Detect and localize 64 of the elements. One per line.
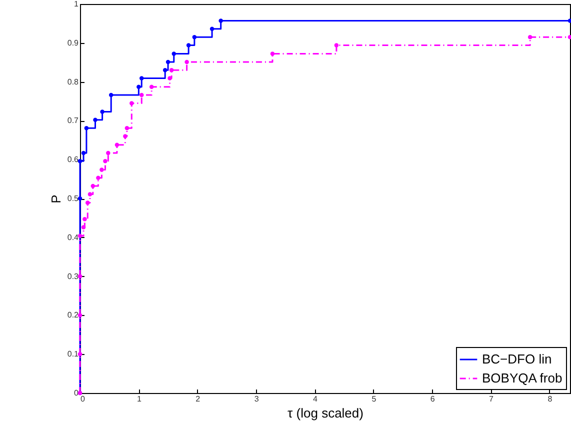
point — [168, 76, 172, 80]
point — [90, 184, 96, 188]
point — [103, 159, 108, 164]
point — [192, 34, 197, 40]
point — [218, 18, 223, 23]
point — [172, 52, 176, 56]
point — [88, 192, 92, 196]
point — [78, 274, 82, 278]
x-tick-label: 5 — [372, 394, 377, 404]
y-tick-label: 0.1 — [67, 350, 80, 359]
point — [106, 150, 110, 156]
point — [184, 60, 189, 64]
point — [86, 200, 90, 205]
point — [149, 84, 154, 89]
point — [568, 18, 571, 23]
legend-label: BC−DFO lin — [482, 352, 552, 366]
point — [78, 352, 82, 356]
x-tick-label: 1 — [136, 394, 142, 404]
y-tick-label: 0.7 — [67, 116, 80, 126]
point — [114, 142, 120, 147]
legend-label: BOBYQA frob — [482, 370, 562, 386]
x-tick-label: 8 — [548, 394, 553, 404]
point — [100, 168, 104, 172]
x-tick-label: 0 — [80, 394, 86, 404]
y-tick-label: 0.6 — [67, 155, 80, 164]
point — [139, 92, 144, 98]
point — [84, 126, 89, 130]
point — [100, 110, 104, 114]
y-tick-label: 0.4 — [67, 232, 80, 242]
point — [186, 43, 191, 48]
y-axis-title: P — [48, 194, 64, 204]
x-tick-label: 6 — [430, 394, 436, 404]
y-tick-label: 0.9 — [67, 38, 80, 48]
point — [270, 52, 275, 56]
point — [334, 43, 339, 48]
point — [166, 60, 170, 64]
y-tick-label: 0.8 — [67, 77, 80, 86]
point — [139, 76, 144, 80]
point — [108, 92, 114, 98]
point — [136, 84, 141, 89]
point — [568, 34, 571, 40]
point — [124, 126, 130, 130]
y-tick-label: 0.2 — [67, 310, 80, 320]
x-tick-label: 2 — [196, 394, 201, 404]
point — [123, 134, 128, 138]
y-tick-label: 1 — [74, 0, 80, 8]
x-tick-label: 4 — [313, 394, 318, 404]
point — [82, 217, 87, 222]
y-tick-label: 0.3 — [67, 272, 80, 281]
x-axis-title: τ (log scaled) — [288, 406, 364, 420]
point — [81, 150, 86, 156]
point — [210, 26, 214, 32]
point — [81, 225, 86, 230]
x-tick-label: 7 — [489, 394, 494, 404]
y-tick-label: 0 — [74, 388, 80, 398]
point — [528, 34, 532, 40]
point — [96, 176, 100, 180]
point — [130, 101, 134, 106]
point — [78, 313, 82, 318]
x-tick-label: 3 — [254, 394, 260, 404]
y-tick-label: 0.5 — [67, 194, 80, 203]
point — [162, 68, 168, 72]
point — [93, 118, 98, 122]
point — [169, 68, 174, 72]
